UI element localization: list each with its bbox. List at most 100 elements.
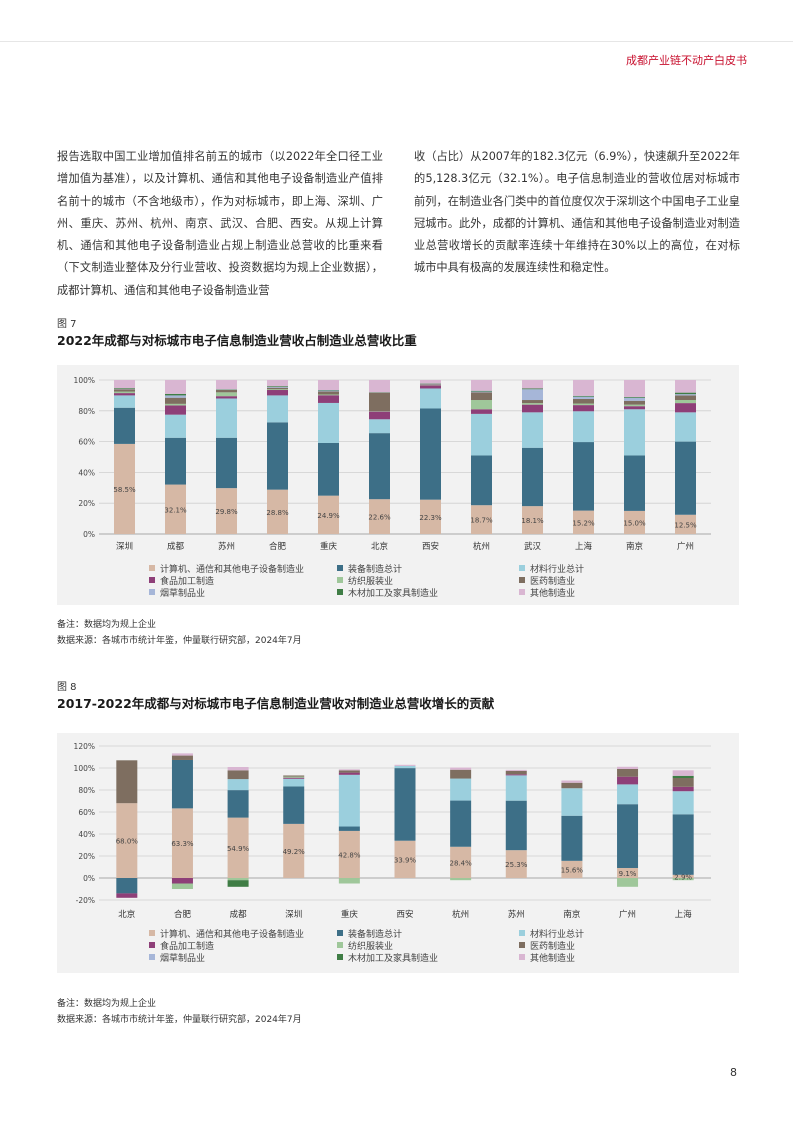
figure7-bar-segment [522,388,543,390]
figure8-bar-segment [116,878,138,894]
figure8-bar-segment [227,880,249,887]
figure7-legend-swatch [149,589,155,595]
figure8-bar-segment [171,878,193,884]
figure8-legend-swatch [337,954,343,960]
figure8-bar-segment [283,823,305,878]
figure7-bar-segment [420,385,441,389]
figure7-legend-label: 其他制造业 [530,589,576,599]
figure7-bar-segment [675,412,696,442]
figure7-bar-segment [675,514,696,534]
figure7-legend-item: 食品加工制造 [149,574,214,587]
figure7-bar-segment [369,392,390,412]
figure8-bar-segment [171,759,193,809]
figure7-bar-segment [165,395,186,398]
figure7-bar-segment [573,403,594,406]
figure7-category-label: 合肥 [269,541,287,552]
figure7-legend-item: 其他制造业 [519,586,575,599]
figure8-data-label: 28.4% [450,859,473,867]
figure7-bar-segment [675,400,696,404]
figure7-bar-segment [522,403,543,405]
figure7-legend-label: 木材加工及家具制造业 [348,589,439,599]
figure8-bar-segment [561,780,583,783]
body-right-paragraph: 收（占比）从2007年的182.3亿元（6.9%），快速飙升至2022年的5,1… [414,150,740,275]
figure8-bar-segment [617,768,639,777]
figure8-bar-segment [283,778,305,787]
figure8-bar-segment [505,800,527,851]
figure7-legend-swatch [337,589,343,595]
figure7-category-label: 上海 [575,541,593,552]
figure8-bar-segment [561,815,583,861]
figure7-bar-segment [165,414,186,438]
figure8-data-label: 54.9% [227,845,250,853]
figure7-bar-segment [114,443,135,534]
figure7-legend-label: 纺织服装业 [348,577,394,587]
figure7-legend-item: 纺织服装业 [337,574,393,587]
figure8-bar-segment [505,850,527,878]
figure7-category-label: 广州 [677,541,694,552]
figure7-bar-segment [522,506,543,534]
figure7-bar-segment [165,437,186,485]
figure7-bar-segment [675,395,696,401]
figure8-bar-segment [394,768,416,841]
figure8-legend-label: 其他制造业 [530,954,576,964]
figure8-category-label: 成都 [230,909,248,920]
figure7-bar-segment [675,380,696,393]
figure7-category-label: 深圳 [116,541,133,552]
figure7-bar-segment [624,396,645,398]
figure8-legend-item: 木材加工及家具制造业 [337,951,438,964]
figure7-category-label: 北京 [371,541,388,552]
figure7-bar-segment [522,447,543,507]
figure7-note: 备注：数据均为规上企业 [57,620,157,630]
figure8-legend-label: 装备制造总计 [348,930,403,940]
figure8-bar-segment [505,775,527,801]
figure8-bar-segment [450,769,472,779]
figure7-bar-segment [267,386,288,388]
figure7-bar-segment [624,397,645,401]
figure8-bar-segment [617,784,639,805]
figure8-bar-segment [394,764,416,766]
figure7-bar-segment [216,390,237,393]
figure8-note: 备注：数据均为规上企业 [57,999,157,1009]
figure7-bar-segment [624,455,645,511]
figure8-legend-item: 计算机、通信和其他电子设备制造业 [149,927,304,940]
figure8-legend-swatch [519,954,525,960]
figure8-bar-segment [227,817,249,878]
figure7-bar-segment [522,380,543,389]
figure7-legend-label: 食品加工制造 [160,577,215,587]
figure8-bar-segment [171,755,193,760]
figure7-bar-segment [573,396,594,399]
figure7-legend-label: 装备制造总计 [348,565,403,575]
figure8-category-label: 深圳 [285,909,302,920]
figure8-bar-segment [672,791,694,815]
figure8-bar-segment [450,846,472,878]
figure7-bar-segment [675,392,696,395]
figure8-legend-item: 食品加工制造 [149,939,214,952]
figure8-bar-segment [283,775,305,777]
figure8-data-label: 63.3% [171,840,194,848]
figure7-bar-segment [471,390,492,392]
figure7-bar-segment [624,380,645,397]
figure7-ytick-label: 80% [78,407,95,416]
figure7-legend-swatch [519,565,525,571]
figure8-bar-segment [338,774,360,827]
figure7-data-label: 22.3% [419,514,442,522]
figure8-data-label: 9.1% [619,870,637,878]
figure7-bar-segment [522,400,543,404]
figure8-bar-segment [450,878,472,881]
figure7-bar-segment [369,411,390,420]
figure8-bar-segment [171,753,193,756]
figure7-legend-item: 烟草制品业 [149,586,205,599]
figure7-legend-label: 材料行业总计 [530,565,585,575]
figure8-legend-item: 装备制造总计 [337,927,402,940]
figure7-bar-segment [369,419,390,434]
figure8-bar-segment [338,772,360,775]
figure7-bar-segment [573,510,594,534]
figure7-bar-segment [114,395,135,408]
figure8-ytick-label: 20% [78,852,95,861]
figure8-legend-label: 食品加工制造 [160,942,215,952]
figure8-bar-segment [171,883,193,889]
figure7-category-label: 杭州 [473,541,490,552]
figure8-bar-segment [394,840,416,878]
figure7-bar-segment [114,393,135,396]
figure8-chart-svg: -20% 0% 20% 40% 60% 80% 100% 120% 68.0% 北京 63.3% 合肥… [74,742,711,920]
